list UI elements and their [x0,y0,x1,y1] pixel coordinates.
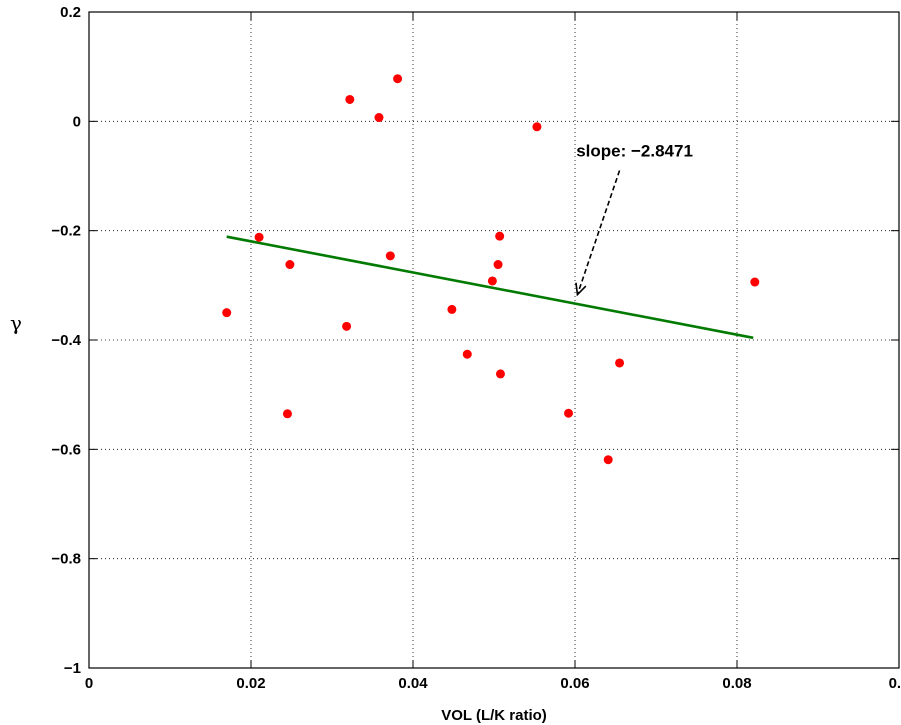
y-tick-label: −1 [64,660,81,677]
ticks-layer [88,11,900,669]
fit-line [226,235,754,340]
data-point [495,231,505,241]
slope-annotation: slope: −2.8471 [576,142,693,161]
x-tick-label: 0.1 [889,675,901,692]
data-point [447,304,457,314]
data-point [495,369,505,379]
y-tick-label: −0.6 [51,441,81,458]
data-point [374,113,384,123]
data-point [564,408,574,418]
x-tick-label: 0.06 [560,675,589,692]
data-point [393,74,403,84]
grid-layer [89,12,899,668]
data-point [385,251,395,261]
x-tick-label: 0 [85,675,93,692]
data-point [532,122,542,132]
x-axis-label: VOL (L/K ratio) [441,707,547,724]
annotation-arrow-line [576,170,621,295]
data-point [282,409,292,419]
y-tick-label: −0.8 [51,551,81,568]
annotation-arrowhead [575,282,587,297]
data-point [342,321,352,331]
x-tick-label: 0.04 [398,675,428,692]
y-tick-label: −0.4 [51,332,81,349]
data-point [222,308,232,318]
y-tick-label: −0.2 [51,223,81,240]
data-point [285,260,295,270]
y-axis-label: γ [10,311,22,335]
data-point [487,276,497,286]
y-tick-label: 0.2 [60,4,81,21]
data-point [750,277,760,287]
data-point [493,260,503,270]
annotation-layer: slope: −2.8471 [575,142,693,297]
x-tick-label: 0.02 [236,675,265,692]
tick-labels-layer: 0 0.02 0.04 0.06 0.08 0.1 −1 −0.8 −0.6 −0.4 −0.2 0 0… [51,4,901,692]
data-point [254,232,264,242]
data-point [615,358,625,368]
series-layer [222,74,760,465]
y-tick-label: 0 [73,113,81,130]
data-point [462,349,472,359]
data-point [603,455,613,465]
x-tick-label: 0.08 [722,675,751,692]
data-point [345,94,355,104]
